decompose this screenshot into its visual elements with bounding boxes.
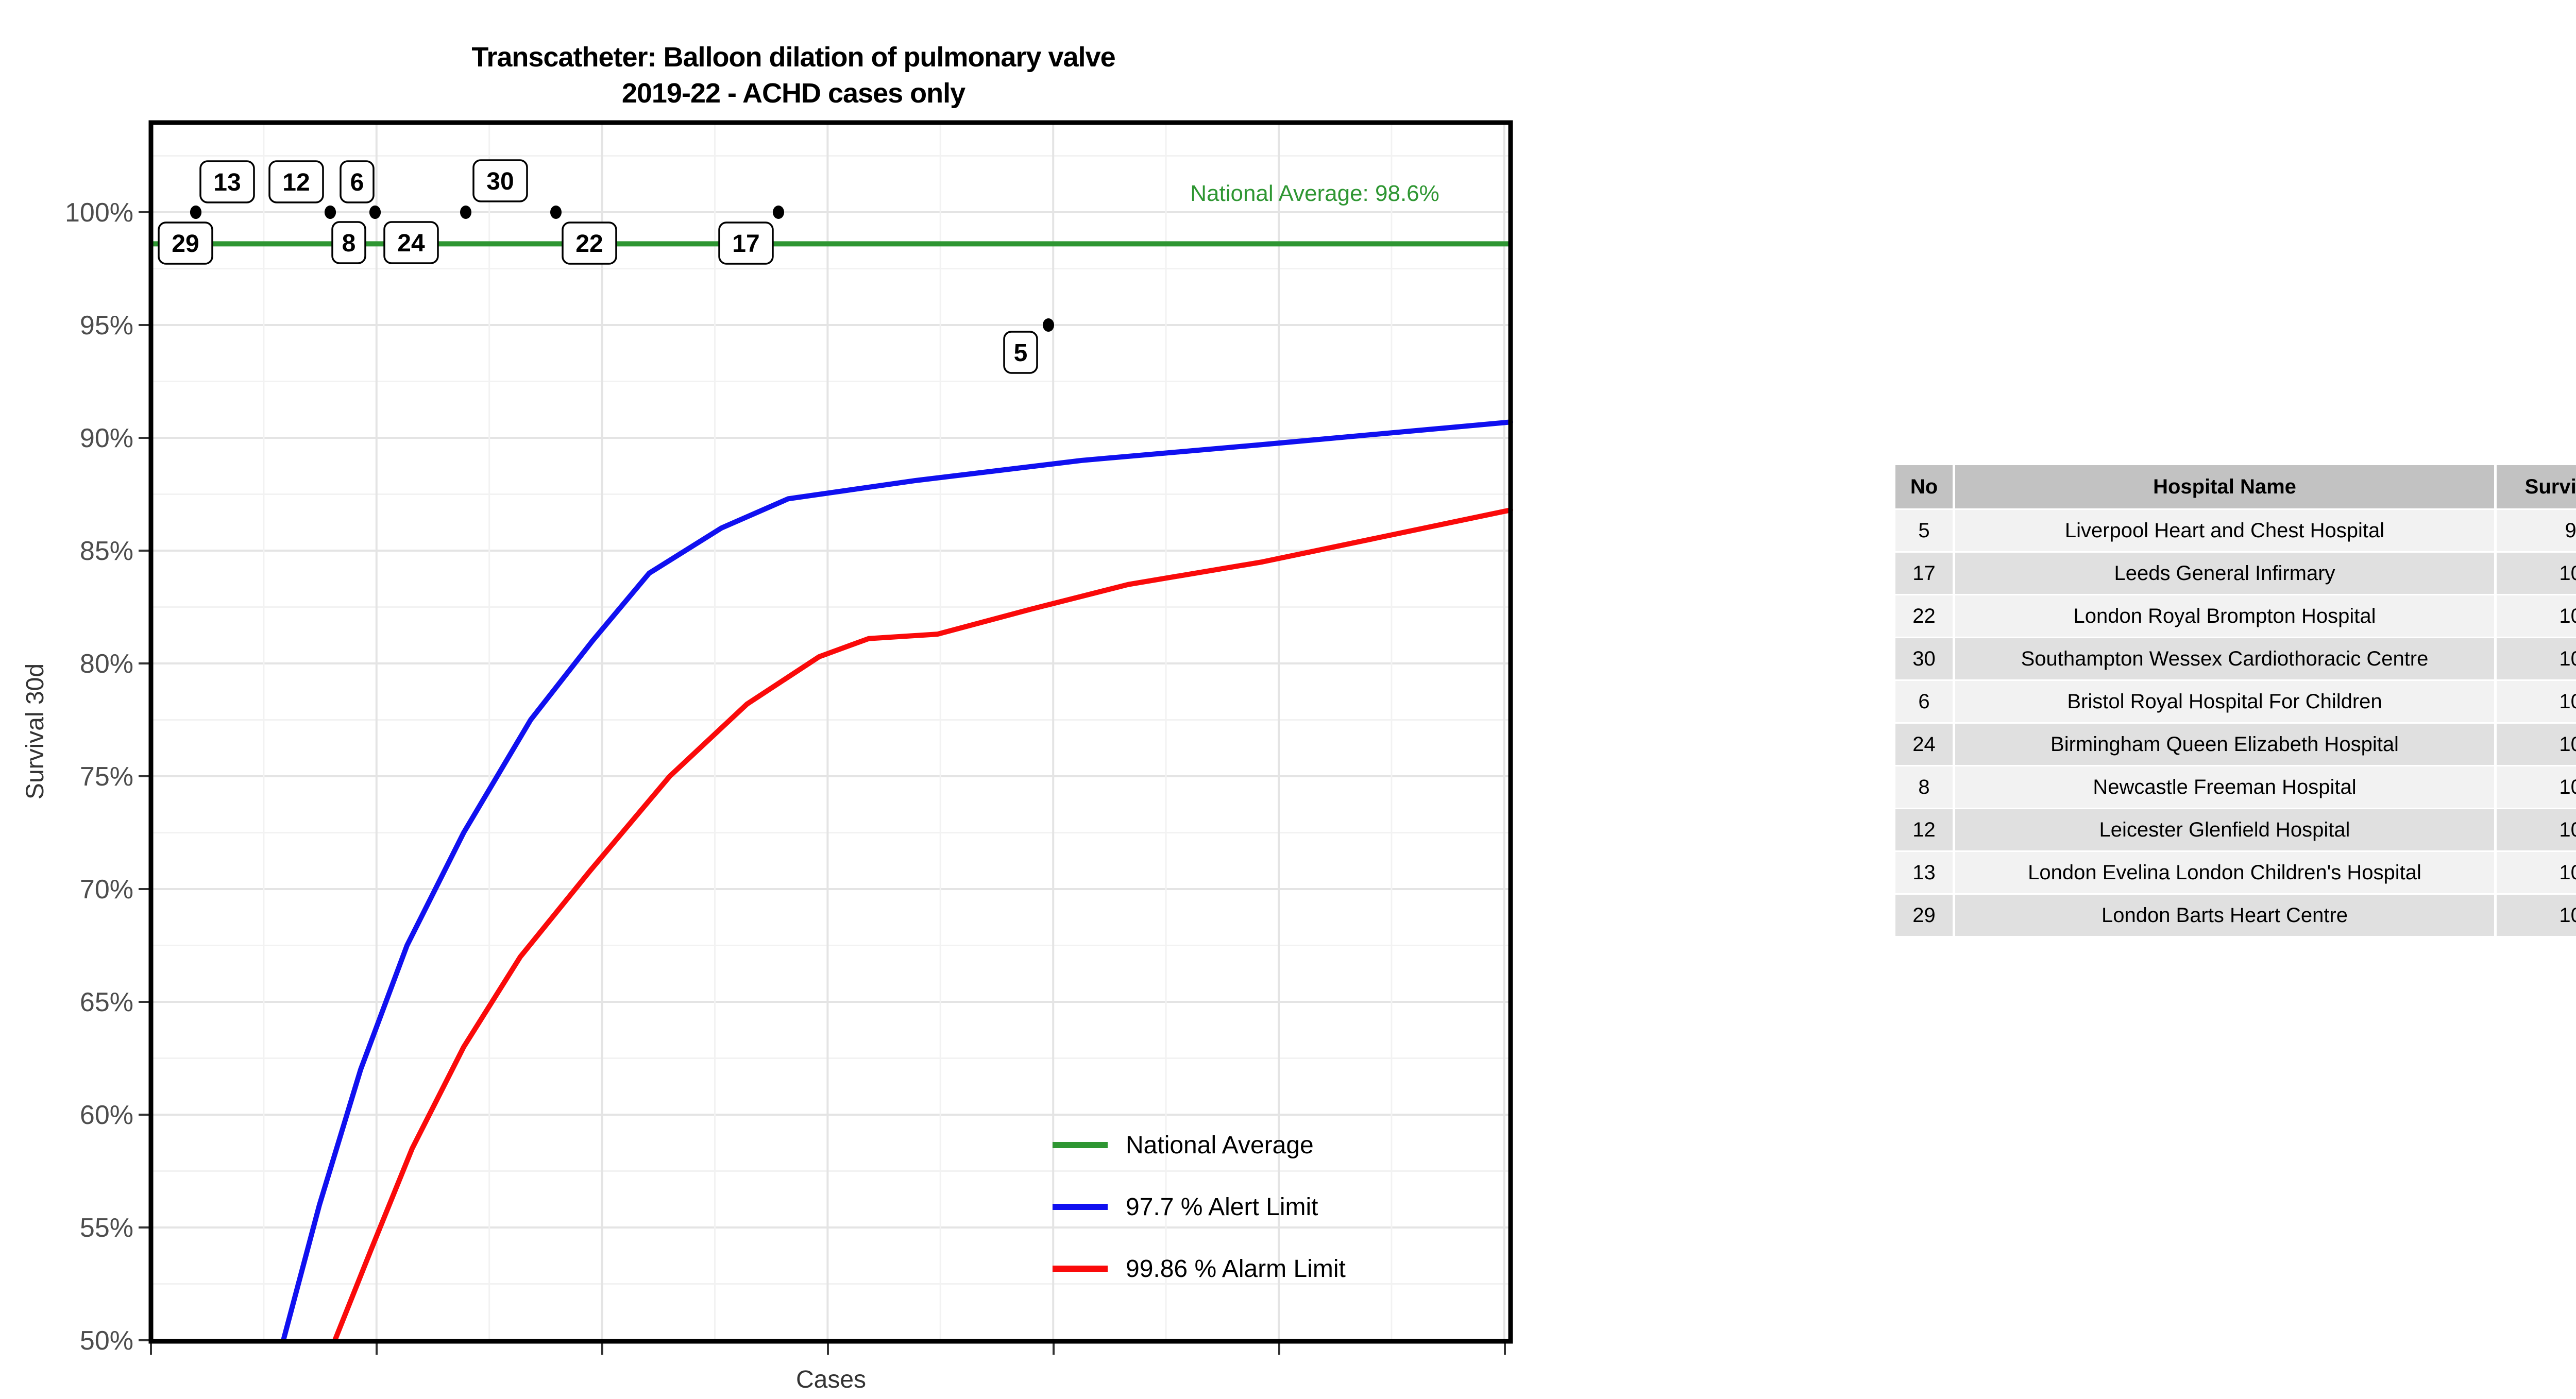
point-label: 22 <box>575 230 603 258</box>
table-cell-no: 8 <box>1895 766 1953 808</box>
point-label-box <box>268 160 324 203</box>
legend-label: National Average <box>1126 1132 1314 1159</box>
table-cell-hospital: London Royal Brompton Hospital <box>1955 595 2494 637</box>
point-label-box <box>562 221 617 265</box>
chart-title: Transcatheter: Balloon dilation of pulmo… <box>0 39 1587 111</box>
point-label: 13 <box>213 169 241 196</box>
table-header-survival: Survival 30d <box>2497 465 2576 508</box>
point-label-box <box>199 160 255 203</box>
table-cell-survival: 100% <box>2497 681 2576 722</box>
data-point-dot <box>460 206 471 219</box>
y-tick-label: 75% <box>80 762 133 792</box>
table-cell-survival: 100% <box>2497 724 2576 765</box>
point-label-box <box>158 221 213 265</box>
table-cell-no: 22 <box>1895 595 1953 637</box>
point-label-box <box>472 159 528 202</box>
table-cell-hospital: London Barts Heart Centre <box>1955 895 2494 936</box>
chart-title-line2: 2019-22 - ACHD cases only <box>621 78 965 109</box>
point-label-box <box>718 221 774 265</box>
alert-limit-curve <box>281 419 1513 1343</box>
point-label: 6 <box>350 169 364 196</box>
point-label: 24 <box>397 230 425 257</box>
table-cell-survival: 100% <box>2497 852 2576 893</box>
legend-label: 99.86 % Alarm Limit <box>1126 1255 1346 1283</box>
table-header-hospital: Hospital Name <box>1955 465 2494 508</box>
y-tick-label: 50% <box>80 1326 133 1356</box>
y-tick-label: 95% <box>80 311 133 340</box>
point-label: 8 <box>342 230 356 257</box>
table-cell-hospital: Bristol Royal Hospital For Children <box>1955 681 2494 722</box>
table-cell-hospital: Leeds General Infirmary <box>1955 553 2494 594</box>
table-cell-survival: 100% <box>2497 553 2576 594</box>
data-point-dot <box>1043 318 1054 332</box>
y-tick-label: 90% <box>80 423 133 453</box>
data-point-dot <box>190 206 201 219</box>
table-cell-no: 29 <box>1895 895 1953 936</box>
y-tick-label: 65% <box>80 987 133 1017</box>
data-point-dot <box>369 206 381 219</box>
table-cell-survival: 100% <box>2497 895 2576 936</box>
y-tick-label: 80% <box>80 649 133 679</box>
table-cell-no: 24 <box>1895 724 1953 765</box>
point-label: 5 <box>1014 339 1028 367</box>
point-label-box <box>331 221 366 264</box>
table-cell-no: 30 <box>1895 638 1953 679</box>
plot-border <box>148 120 1513 1344</box>
point-label: 17 <box>732 230 759 258</box>
alarm-limit-curve <box>332 507 1513 1343</box>
table-cell-no: 13 <box>1895 852 1953 893</box>
data-point-dot <box>325 206 336 219</box>
table-cell-hospital: Birmingham Queen Elizabeth Hospital <box>1955 724 2494 765</box>
y-axis-title: Survival 30d <box>22 663 49 799</box>
table-cell-no: 17 <box>1895 553 1953 594</box>
table-cell-survival: 95% <box>2497 510 2576 551</box>
data-point-dot <box>550 206 562 219</box>
table-cell-no: 12 <box>1895 809 1953 850</box>
table-cell-hospital: Liverpool Heart and Chest Hospital <box>1955 510 2494 551</box>
national-average-annotation: National Average: 98.6% <box>1190 181 1439 206</box>
point-label-box <box>383 221 439 264</box>
funnel-plot: 5 6 8 12 13 17 22 24 29 30 100% 95% 90% 85% 80% 75% 70% 6… <box>22 120 1513 1393</box>
point-label: 29 <box>172 230 199 258</box>
table-cell-hospital: London Evelina London Children's Hospita… <box>1955 852 2494 893</box>
table-cell-survival: 100% <box>2497 809 2576 850</box>
table-cell-no: 5 <box>1895 510 1953 551</box>
point-label-box <box>340 160 375 203</box>
y-tick-label: 85% <box>80 536 133 566</box>
table-cell-hospital: Newcastle Freeman Hospital <box>1955 766 2494 808</box>
chart-title-line1: Transcatheter: Balloon dilation of pulmo… <box>471 42 1115 73</box>
y-tick-label: 55% <box>80 1213 133 1243</box>
data-point-dot <box>773 206 784 219</box>
table-cell-survival: 100% <box>2497 595 2576 637</box>
legend-label: 97.7 % Alert Limit <box>1126 1193 1318 1221</box>
table-cell-survival: 100% <box>2497 638 2576 679</box>
y-tick-label: 60% <box>80 1100 133 1130</box>
y-tick-label: 100% <box>65 198 133 228</box>
table-cell-survival: 100% <box>2497 766 2576 808</box>
table-header-no: No <box>1895 465 1953 508</box>
point-label: 30 <box>486 168 514 195</box>
table-cell-hospital: Southampton Wessex Cardiothoracic Centre <box>1955 638 2494 679</box>
x-axis-title: Cases <box>796 1366 866 1393</box>
table-cell-no: 6 <box>1895 681 1953 722</box>
point-label: 12 <box>282 169 310 196</box>
hospital-table: No Hospital Name Survival 30d 5Liverpool… <box>1895 465 2576 936</box>
y-tick-label: 70% <box>80 875 133 905</box>
table-cell-hospital: Leicester Glenfield Hospital <box>1955 809 2494 850</box>
point-label-box <box>1003 331 1038 374</box>
